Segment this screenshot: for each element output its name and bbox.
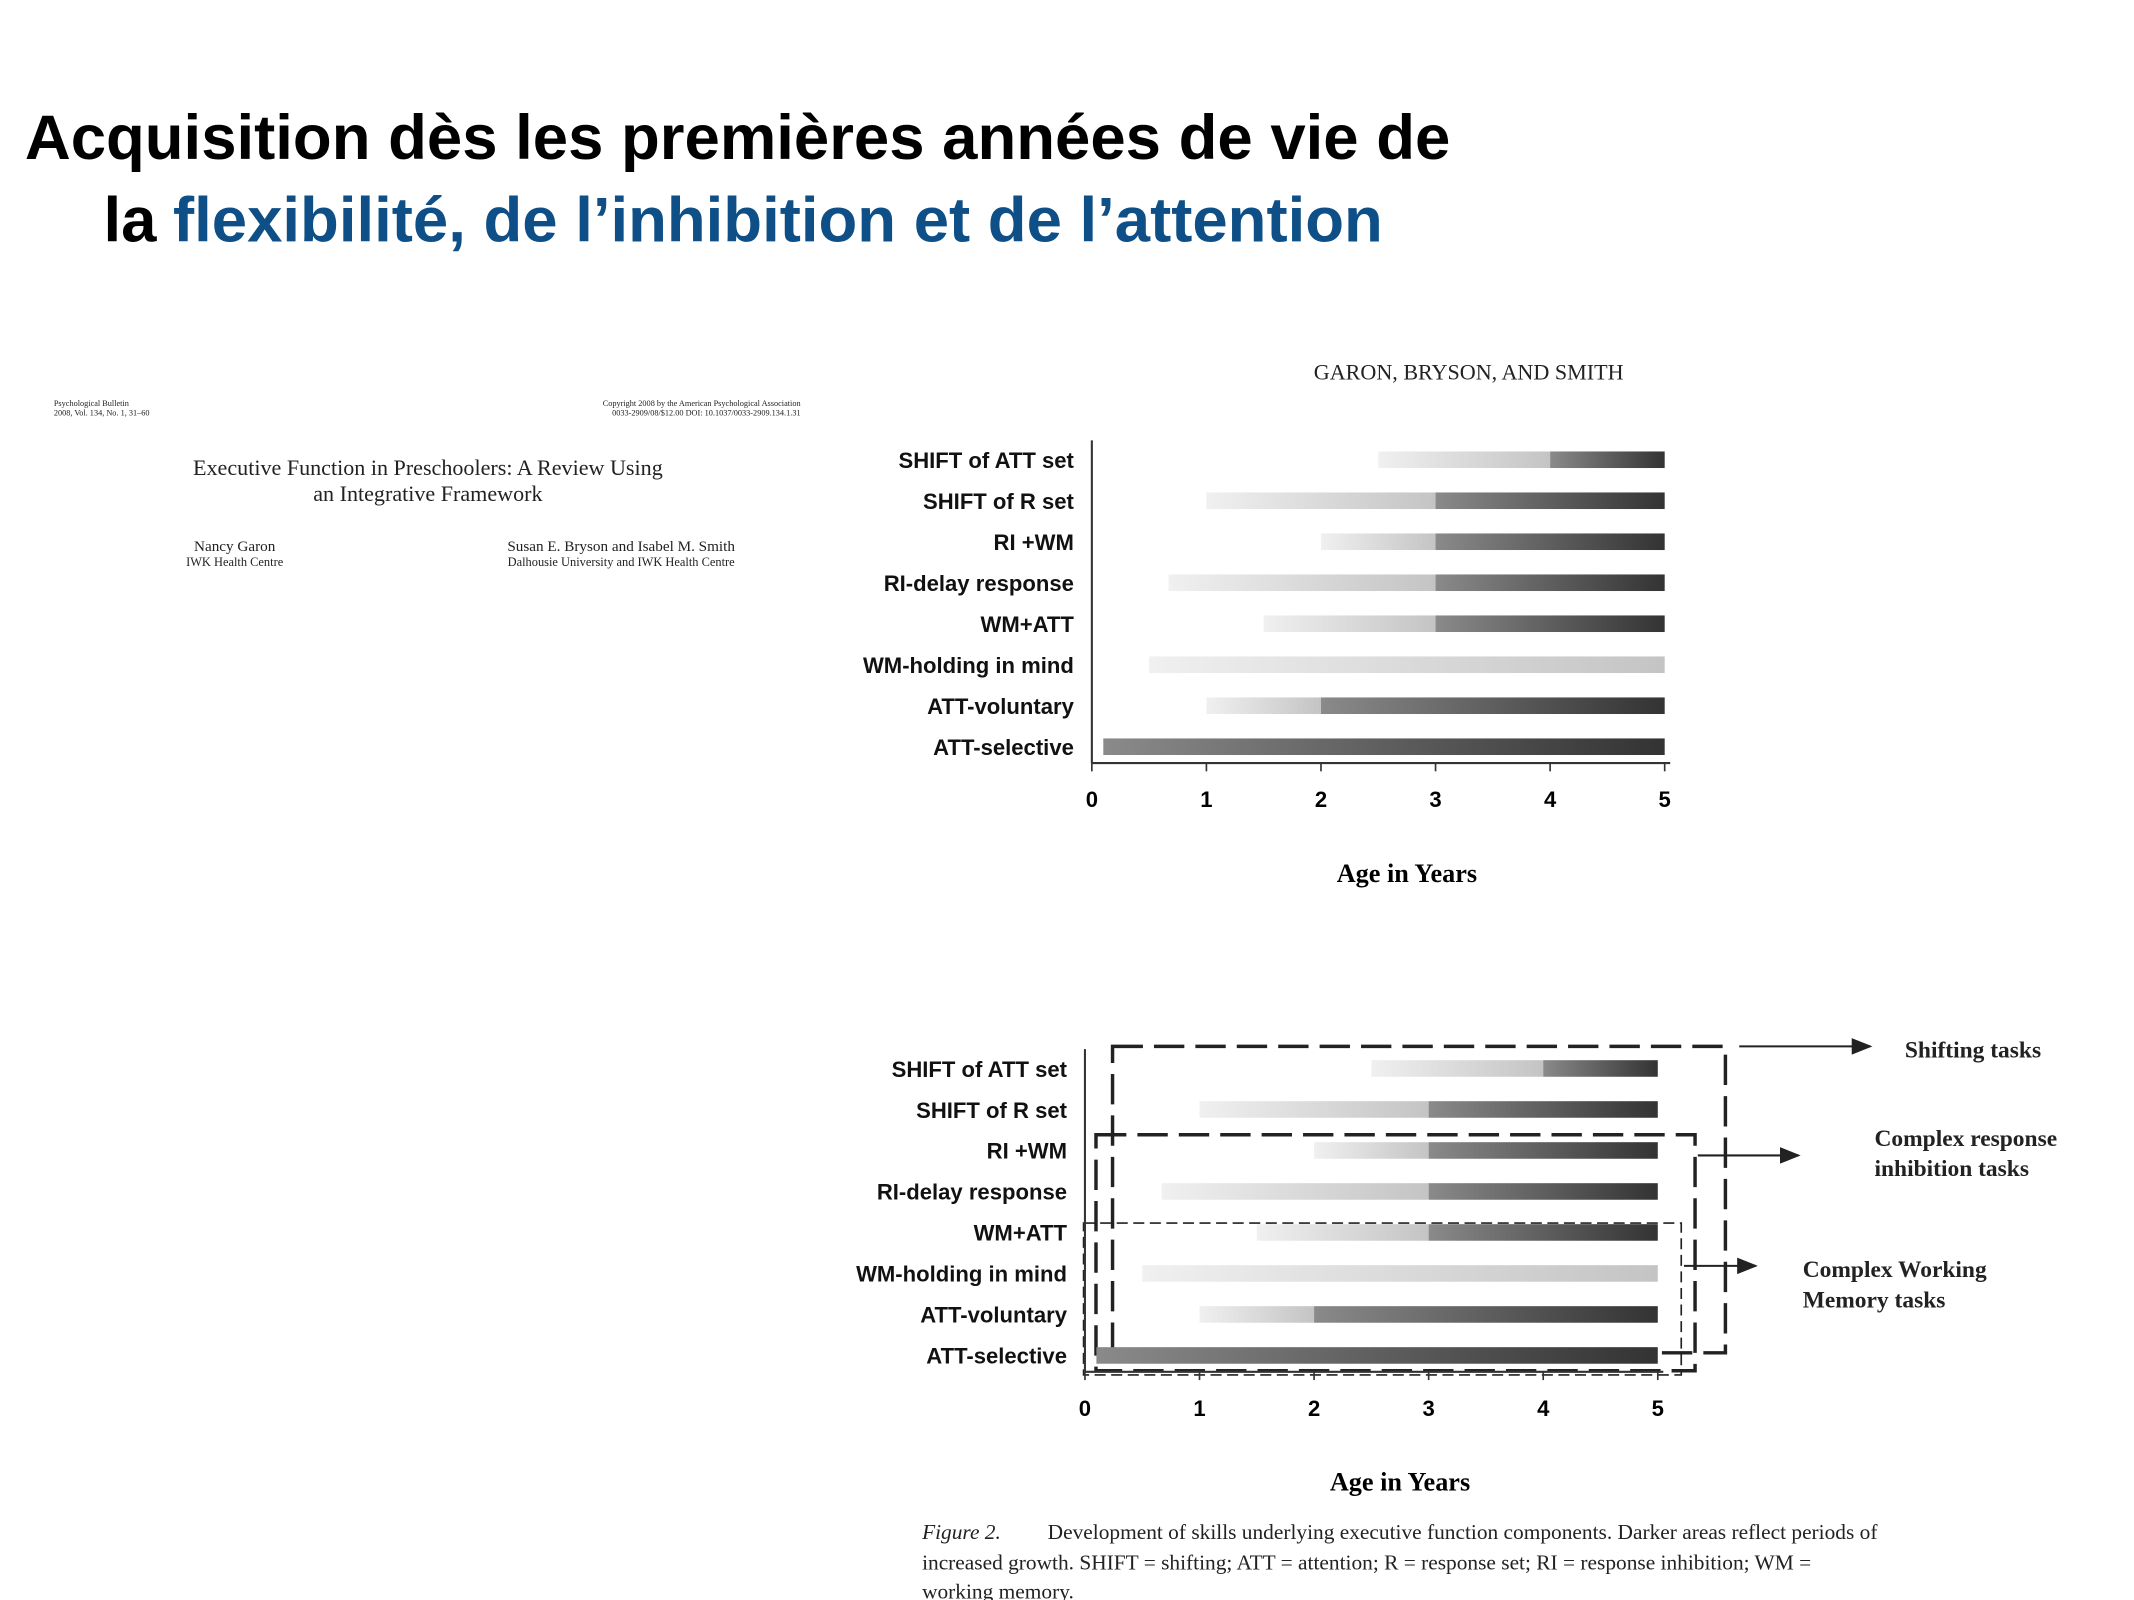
growth-bar-dark (1428, 1183, 1658, 1200)
growth-bar-light (1149, 656, 1665, 674)
x-tick-label: 4 (1544, 787, 1557, 812)
category-label: RI-delay response (877, 1180, 1067, 1205)
x-tick-label: 1 (1193, 1396, 1205, 1421)
journal: Psychological Bulletin (54, 399, 129, 408)
slide-title: Acquisition dès les premières années de … (25, 103, 1450, 173)
category-label: SHIFT of R set (923, 489, 1075, 514)
growth-bar-light (1206, 492, 1436, 510)
slide-title-part: la (104, 186, 158, 256)
affiliation: Dalhousie University and IWK Health Cent… (508, 555, 736, 569)
growth-bar-dark (1550, 451, 1665, 469)
growth-bar-light (1168, 574, 1436, 592)
growth-bar-light (1142, 1265, 1658, 1282)
category-label: ATT-voluntary (920, 1303, 1068, 1328)
task-groups (1082, 1038, 1873, 1376)
growth-bar-light (1314, 1142, 1429, 1159)
growth-bar-dark (1435, 615, 1665, 633)
working-memory-box (1082, 1222, 1683, 1376)
growth-bar-light (1371, 1060, 1544, 1077)
category-label: ATT-selective (933, 735, 1074, 760)
annotation: Complex Working (1803, 1257, 1987, 1283)
copyright: Copyright 2008 by the American Psycholog… (603, 399, 801, 408)
growth-bar-light (1263, 615, 1436, 633)
growth-bar-light (1199, 1306, 1315, 1323)
x-tick-label: 5 (1659, 787, 1671, 812)
x-tick-label: 1 (1200, 787, 1212, 812)
x-axis-title: Age in Years (1337, 859, 1477, 888)
growth-bar-light (1199, 1101, 1429, 1118)
category-label: SHIFT of R set (916, 1098, 1068, 1123)
category-label: WM-holding in mind (856, 1262, 1067, 1287)
growth-bar-dark (1103, 738, 1665, 756)
annotation: Complex response (1874, 1126, 2057, 1152)
growth-bar-dark (1320, 697, 1665, 715)
category-label: ATT-voluntary (927, 694, 1075, 719)
slide-title-highlight: flexibilité, de l’inhibition et de l’att… (173, 186, 1383, 256)
paper-header: Psychological Bulletin 2008, Vol. 134, N… (54, 360, 1624, 569)
category-label: RI +WM (994, 530, 1074, 555)
x-tick-label: 2 (1315, 787, 1327, 812)
x-tick-label: 5 (1652, 1396, 1664, 1421)
growth-bar-light (1378, 451, 1551, 469)
category-label: WM-holding in mind (863, 653, 1074, 678)
growth-bar-dark (1428, 1101, 1658, 1118)
growth-bar-dark (1096, 1347, 1658, 1364)
annotation: Shifting tasks (1905, 1037, 2041, 1063)
paper-title: an Integrative Framework (313, 481, 543, 506)
growth-bar-light (1256, 1224, 1429, 1241)
category-label: RI-delay response (884, 571, 1074, 596)
growth-bar-dark (1435, 533, 1665, 551)
category-label: WM+ATT (980, 612, 1074, 637)
category-label: SHIFT of ATT set (899, 448, 1075, 473)
growth-bar-dark (1314, 1306, 1658, 1323)
x-tick-label: 2 (1308, 1396, 1320, 1421)
x-tick-label: 4 (1537, 1396, 1550, 1421)
author: Susan E. Bryson and Isabel M. Smith (507, 538, 735, 555)
running-head: GARON, BRYSON, AND SMITH (1314, 360, 1624, 385)
x-axis-title: Age in Years (1330, 1468, 1470, 1497)
paper-title: Executive Function in Preschoolers: A Re… (193, 455, 663, 480)
x-tick-label: 0 (1079, 1396, 1091, 1421)
growth-bar-dark (1435, 574, 1665, 592)
growth-bar-dark (1428, 1224, 1658, 1241)
growth-bar-dark (1428, 1142, 1658, 1159)
x-tick-label: 3 (1423, 1396, 1435, 1421)
caption-line: working memory. (922, 1580, 1074, 1600)
growth-bar-light (1161, 1183, 1429, 1200)
author: Nancy Garon (194, 538, 276, 555)
copyright: 0033-2909/08/$12.00 DOI: 10.1037/0033-29… (612, 409, 801, 418)
category-label: SHIFT of ATT set (892, 1057, 1068, 1082)
x-tick-label: 0 (1086, 787, 1098, 812)
journal: 2008, Vol. 134, No. 1, 31–60 (54, 409, 150, 418)
annotation: Memory tasks (1803, 1287, 1946, 1313)
growth-bar-dark (1543, 1060, 1658, 1077)
category-label: WM+ATT (974, 1221, 1068, 1246)
growth-bar-dark (1435, 492, 1665, 510)
category-label: ATT-selective (926, 1344, 1067, 1369)
caption-label: Figure 2. (921, 1520, 1001, 1544)
growth-bar-light (1320, 533, 1436, 551)
annotation: inhibition tasks (1874, 1156, 2028, 1182)
caption-line: Development of skills underlying executi… (1048, 1520, 1879, 1544)
inhibition-box (1094, 1133, 1697, 1373)
growth-bar-light (1206, 697, 1321, 715)
slide-title: la flexibilité, de l’inhibition et de l’a… (104, 186, 1383, 256)
x-tick-label: 3 (1429, 787, 1441, 812)
affiliation: IWK Health Centre (186, 555, 284, 569)
category-label: RI +WM (987, 1139, 1067, 1164)
caption: Figure 2. Development of skills underlyi… (921, 1520, 1878, 1600)
caption-line: increased growth. SHIFT = shifting; ATT … (922, 1551, 1811, 1575)
